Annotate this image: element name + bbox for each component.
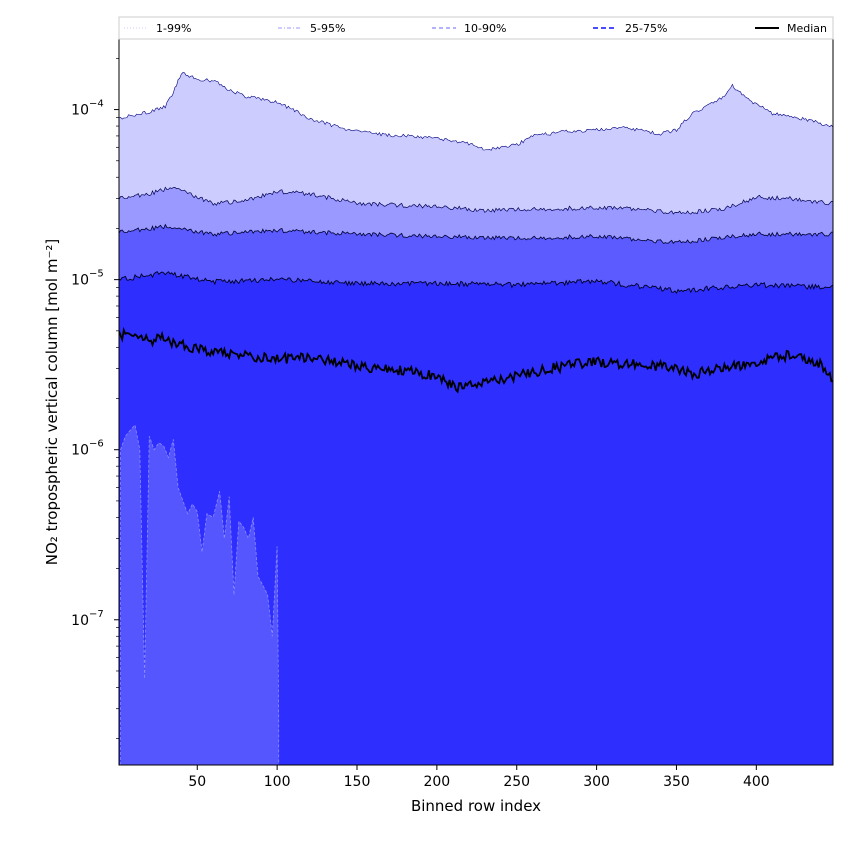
y-tick-exponent: −7: [89, 609, 104, 620]
y-tick-exponent: −6: [89, 439, 104, 450]
y-tick-label: 10: [71, 443, 89, 459]
x-tick-label: 150: [344, 774, 371, 790]
legend-label: 10-90%: [464, 22, 506, 35]
legend-label: 5-95%: [310, 22, 345, 35]
legend-label: 1-99%: [156, 22, 191, 35]
line-p90: [119, 223, 833, 245]
line-median: [119, 326, 833, 394]
series-lines: [119, 72, 833, 394]
legend-label: Median: [787, 22, 827, 35]
x-axis: 50 100 150 200 250 300 350 400: [188, 765, 770, 790]
x-tick-label: 300: [583, 774, 610, 790]
x-tick-label: 350: [663, 774, 690, 790]
x-axis-label: Binned row index: [411, 797, 541, 815]
x-tick-label: 200: [423, 774, 450, 790]
percentile-bands: [119, 72, 833, 765]
y-tick-exponent: −4: [89, 99, 104, 110]
line-p99: [119, 72, 833, 151]
y-axis-label: NO₂ tropospheric vertical column [mol m⁻…: [43, 239, 61, 565]
legend-frame: [118, 16, 834, 40]
x-tick-label: 400: [743, 774, 770, 790]
y-tick-label: 10: [71, 273, 89, 289]
y-tick-label: 10: [71, 103, 89, 119]
x-tick-label: 100: [264, 774, 291, 790]
line-p95: [119, 186, 833, 215]
band-25-75-fill: [119, 271, 833, 765]
x-tick-label: 250: [503, 774, 530, 790]
y-tick-exponent: −5: [89, 269, 104, 280]
legend-label: 25-75%: [625, 22, 667, 35]
y-axis: 10−710−610−510−4: [71, 58, 119, 740]
line-p75: [119, 271, 833, 294]
x-tick-label: 50: [188, 774, 206, 790]
y-tick-label: 10: [71, 613, 89, 629]
legend: 1-99% 5-95% 10-90% 25-75% Median: [118, 16, 834, 40]
lower-percentile-spikes: [120, 424, 280, 765]
